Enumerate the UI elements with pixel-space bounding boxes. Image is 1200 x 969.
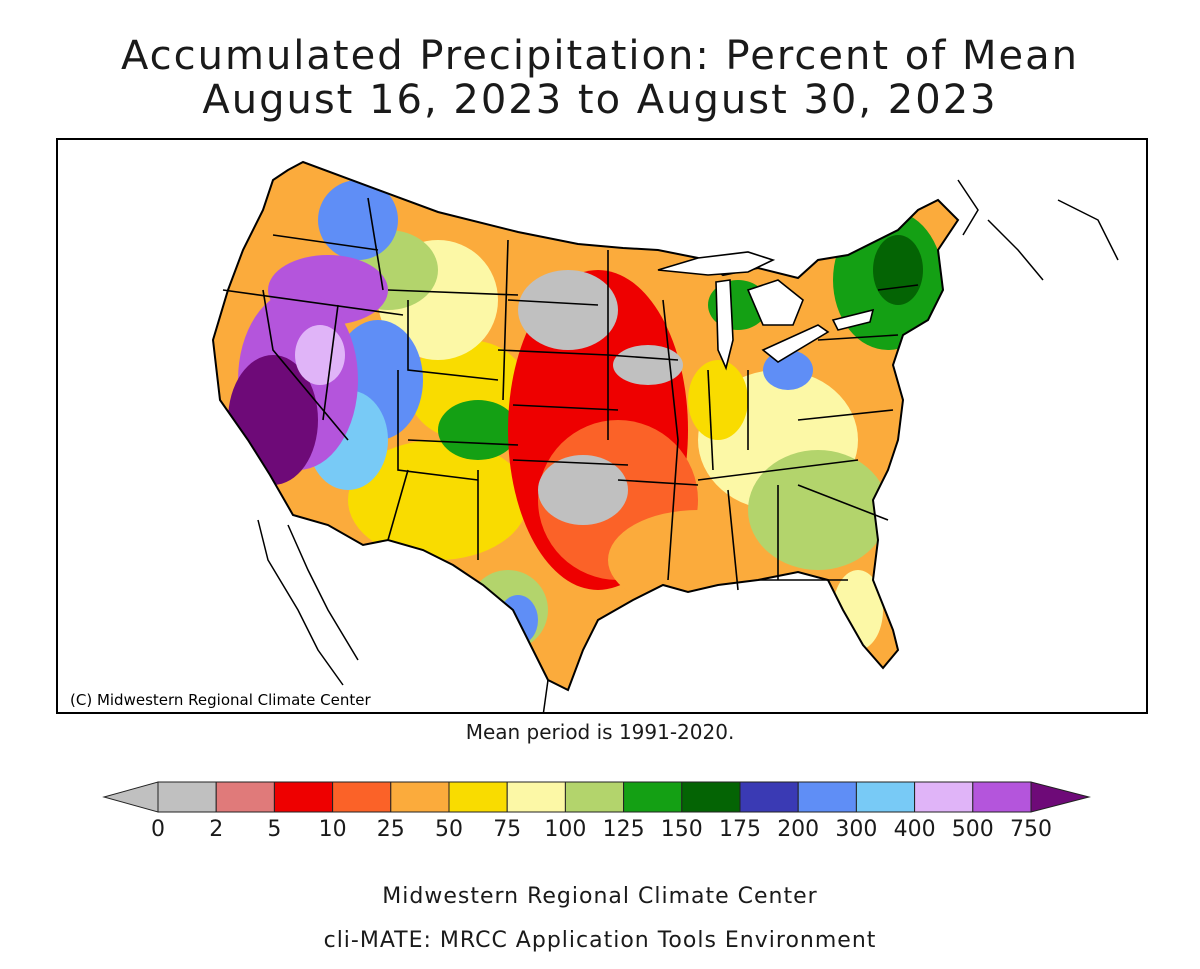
state-line-sd-ne — [497, 349, 609, 356]
field-gray-ia — [613, 345, 683, 385]
baja-coastline — [257, 519, 344, 686]
field-gray-ok — [538, 455, 628, 525]
legend-bin — [390, 781, 450, 813]
legend-tick-label: 100 — [544, 817, 586, 842]
state-line-rockies — [407, 300, 499, 381]
state-line-ne-ks — [512, 404, 619, 411]
field-gray-dakota — [518, 270, 618, 350]
legend-tick-label: 200 — [777, 817, 819, 842]
field-darkgreen-ne — [873, 235, 923, 305]
lake-erie — [761, 324, 830, 363]
legend-high-arrow — [1030, 781, 1091, 813]
state-line-carolinas — [797, 484, 889, 521]
sonora-coastline — [287, 524, 359, 661]
state-line-nd-sd — [507, 299, 599, 306]
legend-tick-label: 175 — [719, 817, 761, 842]
nova-scotia-coastline — [957, 179, 979, 236]
lake-huron — [746, 279, 804, 326]
legend-bin — [681, 781, 741, 813]
state-line-ks-ok — [512, 459, 629, 466]
field-blue-mt — [318, 180, 398, 260]
state-line-ky-tn — [697, 459, 859, 481]
mexico-coastline — [257, 519, 549, 712]
precipitation-map: (C) Midwestern Regional Climate Center — [70, 161, 1119, 712]
legend-bin — [739, 781, 799, 813]
legend-bin — [855, 781, 916, 813]
legend-tick-label: 150 — [661, 817, 703, 842]
legend-tick-label: 50 — [435, 817, 463, 842]
legend-tick-label: 0 — [151, 817, 165, 842]
lake-michigan — [715, 279, 734, 371]
map-title-line1: Accumulated Precipitation: Percent of Me… — [120, 33, 1080, 79]
precipitation-field — [213, 162, 958, 690]
legend-tick-label: 10 — [319, 817, 347, 842]
legend-tick-label: 2 — [209, 817, 223, 842]
state-line-ca-nv — [262, 289, 349, 441]
footer-line1: Midwestern Regional Climate Center — [382, 884, 818, 909]
state-line-or-ca-nv — [222, 289, 404, 316]
field-green-wy — [438, 400, 518, 460]
state-line-mt-wy — [387, 289, 519, 296]
field-lightgreen-se — [748, 450, 888, 570]
legend-tick-label: 125 — [603, 817, 645, 842]
lake-superior — [657, 251, 776, 276]
color-legend: 0 2 5 10 25 50 75 100 125 150 175 200 300 400 500 750 — [102, 781, 1091, 842]
lake-ontario — [831, 308, 875, 331]
legend-bin — [448, 781, 508, 813]
state-line-il-in — [707, 369, 714, 471]
field-lavender-nv — [295, 325, 345, 385]
legend-bin — [157, 781, 217, 813]
field-yellow-ar — [688, 360, 748, 440]
legend-bin — [506, 781, 566, 813]
legend-bin — [623, 781, 683, 813]
legend-bin — [972, 781, 1032, 813]
state-line-az-nm — [387, 469, 409, 541]
legend-tick-label: 75 — [493, 817, 521, 842]
mean-period-note: Mean period is 1991-2020. — [465, 720, 735, 744]
state-line-va-nc — [797, 409, 894, 421]
legend-bin — [273, 781, 334, 813]
state-line-ms-al — [727, 489, 739, 591]
state-line-pa-ny — [817, 334, 899, 341]
state-boundaries — [222, 197, 919, 591]
legend-bin — [797, 781, 857, 813]
field-yellow-sw — [348, 440, 528, 560]
map-title-line2: August 16, 2023 to August 30, 2023 — [202, 77, 998, 123]
state-line-mo-ar — [617, 479, 699, 486]
state-line-dakotas — [502, 239, 509, 401]
map-panel: (C) Midwestern Regional Climate Center — [56, 138, 1148, 714]
newfoundland-coastline — [1057, 199, 1119, 261]
legend-bin — [914, 781, 974, 813]
st-lawrence-coastline — [987, 219, 1044, 281]
legend-bin — [564, 781, 625, 813]
legend-ticks: 0 2 5 10 25 50 75 100 125 150 175 200 300 400 500 750 — [151, 817, 1052, 842]
legend-bin — [332, 781, 392, 813]
footer-line2: cli-MATE: MRCC Application Tools Environ… — [323, 928, 877, 953]
gulf-mexico-coastline — [542, 679, 549, 712]
legend-tick-label: 25 — [377, 817, 405, 842]
great-lakes — [657, 251, 875, 371]
legend-tick-label: 750 — [1010, 817, 1052, 842]
legend-tick-label: 400 — [894, 817, 936, 842]
state-line-nv-ut — [322, 304, 339, 421]
state-line-co-nm — [407, 439, 519, 446]
state-line-wa-or — [272, 234, 379, 251]
state-line-ut-co — [397, 370, 479, 481]
legend-tick-label: 300 — [835, 817, 877, 842]
state-line-mississippi — [662, 299, 679, 581]
state-line-id-mt — [367, 197, 384, 291]
legend-bin — [215, 781, 275, 813]
state-line-ia-mo — [607, 354, 679, 361]
map-credit: (C) Midwestern Regional Climate Center — [70, 691, 371, 709]
legend-low-arrow — [102, 781, 159, 813]
state-line-new-england — [877, 284, 919, 291]
legend-bins — [102, 781, 1091, 813]
legend-tick-label: 500 — [952, 817, 994, 842]
legend-tick-label: 5 — [267, 817, 281, 842]
canada-coastline — [957, 179, 1119, 281]
